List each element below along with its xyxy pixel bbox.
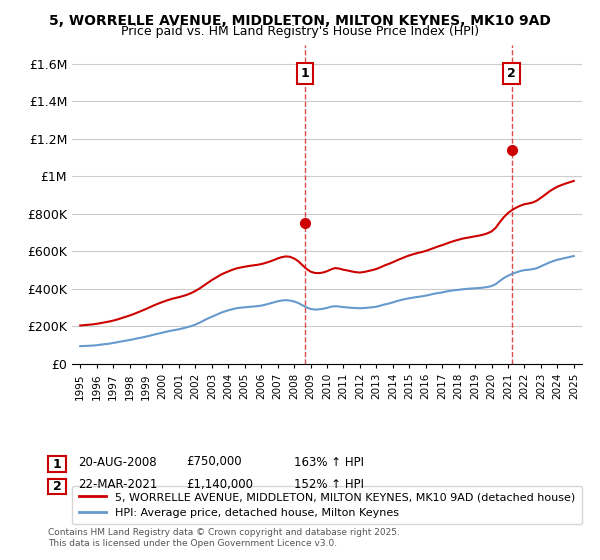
Text: Contains HM Land Registry data © Crown copyright and database right 2025.
This d: Contains HM Land Registry data © Crown c… [48,528,400,548]
Text: 5, WORRELLE AVENUE, MIDDLETON, MILTON KEYNES, MK10 9AD: 5, WORRELLE AVENUE, MIDDLETON, MILTON KE… [49,14,551,28]
Text: 1: 1 [53,458,61,471]
Text: 152% ↑ HPI: 152% ↑ HPI [294,478,364,491]
Legend: 5, WORRELLE AVENUE, MIDDLETON, MILTON KEYNES, MK10 9AD (detached house), HPI: Av: 5, WORRELLE AVENUE, MIDDLETON, MILTON KE… [72,486,582,524]
Text: 2: 2 [53,480,61,493]
Text: 2: 2 [507,67,516,80]
Text: 1: 1 [300,67,309,80]
Text: 20-AUG-2008: 20-AUG-2008 [78,455,157,469]
Text: Price paid vs. HM Land Registry's House Price Index (HPI): Price paid vs. HM Land Registry's House … [121,25,479,38]
Text: £1,140,000: £1,140,000 [186,478,253,491]
Text: 22-MAR-2021: 22-MAR-2021 [78,478,157,491]
Text: 163% ↑ HPI: 163% ↑ HPI [294,455,364,469]
Text: £750,000: £750,000 [186,455,242,469]
